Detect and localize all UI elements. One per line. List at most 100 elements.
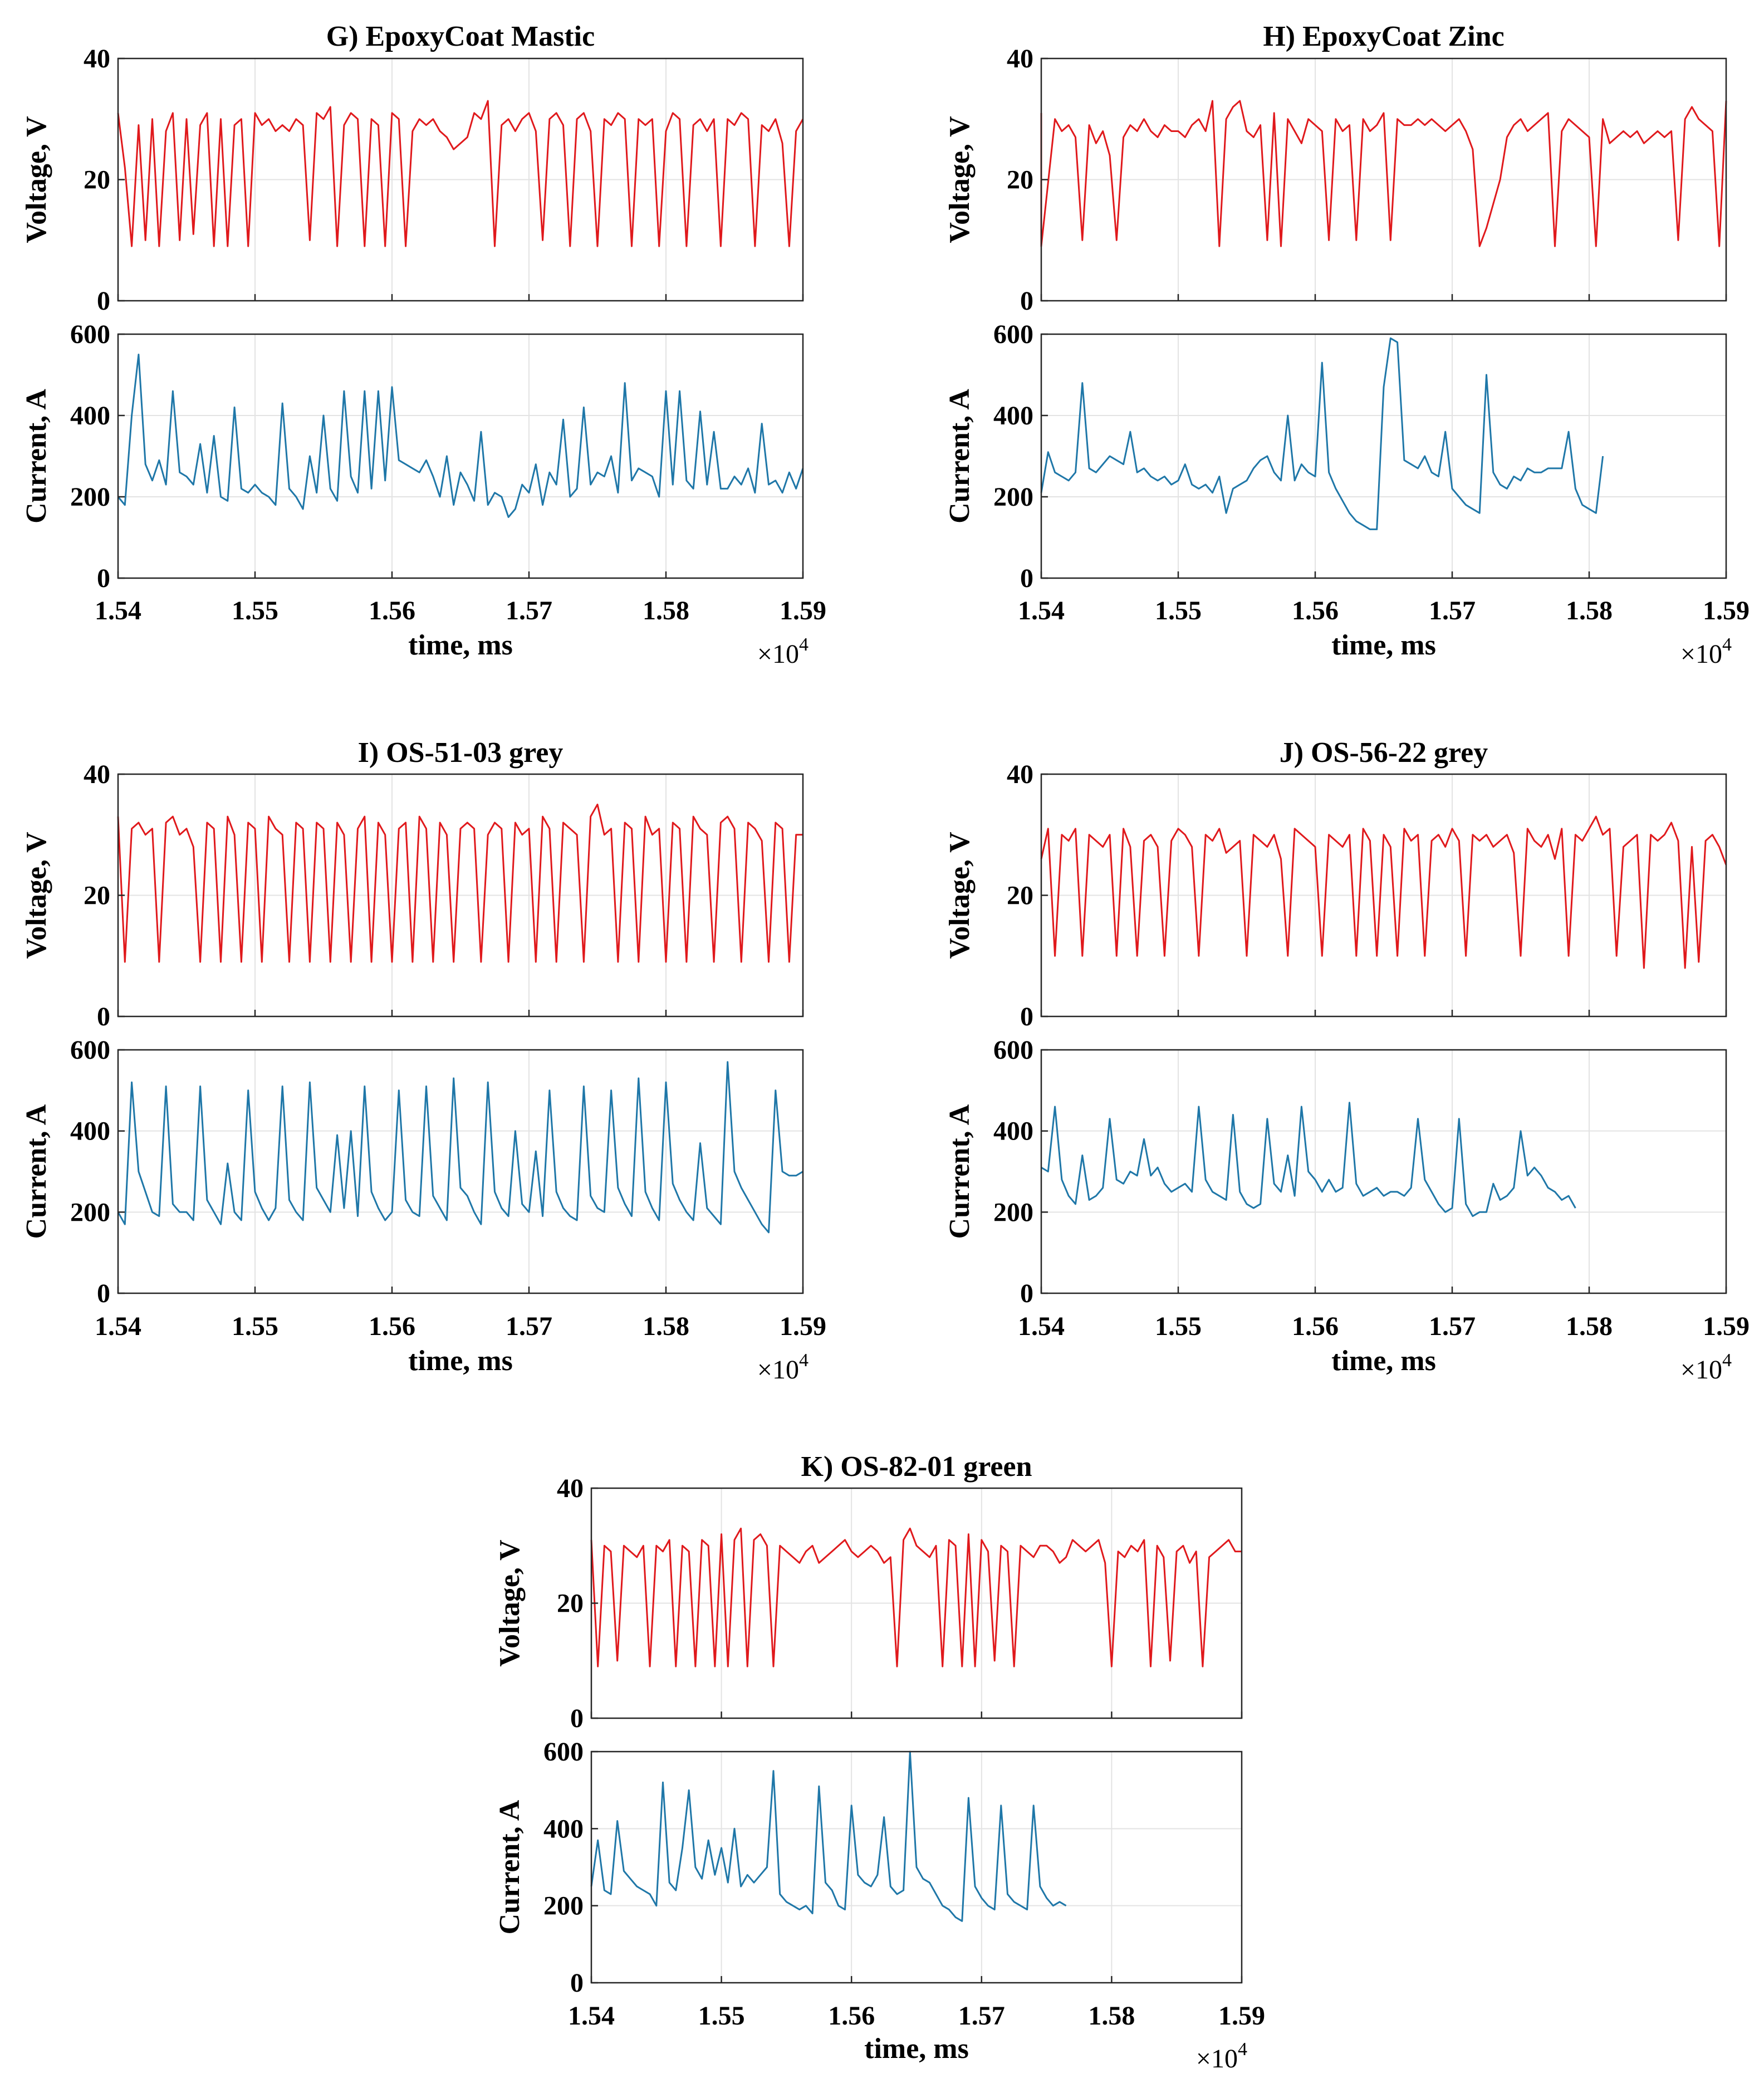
y-tick-label: 0 xyxy=(1020,1002,1033,1031)
x-tick-label: 1.58 xyxy=(643,596,689,625)
y-tick-label: 400 xyxy=(993,1117,1033,1146)
current-axes-box xyxy=(590,1750,1243,1984)
x-tick-label: 1.55 xyxy=(232,596,278,625)
x-tick-label: 1.57 xyxy=(958,2001,1005,2031)
x-axis-label: time, ms xyxy=(408,1345,513,1377)
x-tick-label: 1.59 xyxy=(1218,2001,1265,2031)
y-tick-label: 0 xyxy=(1020,1279,1033,1308)
y-tick-label: 400 xyxy=(70,1117,110,1146)
x-tick-label: 1.56 xyxy=(369,596,415,625)
current-series-line xyxy=(590,1750,1067,1922)
voltage-axis-label: Voltage, V xyxy=(494,1539,526,1666)
x-tick-label: 1.54 xyxy=(1018,596,1065,625)
x-tick-label: 1.54 xyxy=(95,1312,141,1341)
x-tick-label: 1.58 xyxy=(643,1312,689,1341)
y-tick-label: 20 xyxy=(1007,165,1033,195)
y-tick-label: 0 xyxy=(570,1704,584,1733)
y-tick-label: 400 xyxy=(543,1814,584,1844)
y-tick-label: 600 xyxy=(993,320,1033,349)
x-tick-label: 1.54 xyxy=(568,2001,615,2031)
x-tick-label: 1.58 xyxy=(1088,2001,1135,2031)
chart-title: K) OS-82-01 green xyxy=(801,1451,1032,1483)
voltage-panel: 0 20 40 Voltage, V xyxy=(944,44,1727,316)
chart-title: J) OS-56-22 grey xyxy=(1280,737,1488,769)
x-axis-multiplier: ×104 xyxy=(1680,634,1732,669)
current-axis-label: Current, A xyxy=(21,389,52,524)
y-tick-label: 400 xyxy=(70,401,110,431)
y-tick-label: 40 xyxy=(1007,760,1033,789)
x-multiplier-exponent: 4 xyxy=(1238,2039,1247,2060)
x-tick-label: 1.55 xyxy=(1155,596,1202,625)
x-tick-label: 1.56 xyxy=(1292,1312,1339,1341)
voltage-series-line xyxy=(1040,100,1727,247)
x-multiplier-base: ×10 xyxy=(1680,639,1722,669)
current-axis-label: Current, A xyxy=(944,389,976,524)
x-tick-label: 1.57 xyxy=(506,596,552,625)
current-axes-box xyxy=(1040,333,1727,579)
x-multiplier-exponent: 4 xyxy=(799,1350,808,1371)
y-tick-label: 40 xyxy=(1007,44,1033,74)
chart-title: H) EpoxyCoat Zinc xyxy=(1263,21,1504,52)
y-tick-label: 0 xyxy=(97,286,110,316)
y-tick-label: 200 xyxy=(543,1891,584,1921)
x-tick-label: 1.58 xyxy=(1566,1312,1613,1341)
x-axis-label: time, ms xyxy=(864,2033,969,2065)
y-tick-label: 200 xyxy=(70,1197,110,1227)
x-multiplier-exponent: 4 xyxy=(1722,634,1732,655)
voltage-series-line xyxy=(117,803,803,963)
x-multiplier-base: ×10 xyxy=(757,639,799,669)
x-axis-label: time, ms xyxy=(1331,1345,1436,1377)
y-tick-label: 200 xyxy=(993,1197,1033,1227)
voltage-series-line xyxy=(117,100,804,247)
chart-title: I) OS-51-03 grey xyxy=(358,737,564,769)
y-tick-label: 200 xyxy=(70,482,110,512)
current-panel: 0 200 400 600 Current, A 1.54 1.55 1.56 1.57 1.58… xyxy=(944,320,1750,625)
x-tick-label: 1.56 xyxy=(369,1312,415,1341)
voltage-panel: 0 20 40 Voltage, V xyxy=(944,760,1727,1031)
current-axes-box xyxy=(117,1049,804,1294)
chart-J: J) OS-56-22 grey 0 20 40 Voltage, V 0 200 400 60… xyxy=(944,737,1750,1385)
voltage-series-line xyxy=(590,1527,1242,1668)
x-tick-label: 1.54 xyxy=(1018,1312,1065,1341)
current-axes-box xyxy=(117,333,804,579)
x-tick-label: 1.55 xyxy=(1155,1312,1202,1341)
x-tick-label: 1.54 xyxy=(95,596,141,625)
current-series-line xyxy=(117,1061,803,1234)
y-tick-label: 200 xyxy=(993,482,1033,512)
voltage-axis-label: Voltage, V xyxy=(21,116,52,243)
y-tick-label: 400 xyxy=(993,401,1033,431)
current-panel: 0 200 400 600 Current, A 1.54 1.55 1.56 1.57 1.58… xyxy=(494,1737,1265,2031)
current-axis-label: Current, A xyxy=(944,1104,976,1239)
x-tick-label: 1.59 xyxy=(1703,1312,1750,1341)
chart-H: H) EpoxyCoat Zinc 0 20 40 Voltage, V 0 200 400 6… xyxy=(944,21,1750,669)
x-tick-label: 1.59 xyxy=(1703,596,1750,625)
y-tick-label: 0 xyxy=(97,1002,110,1031)
y-tick-label: 20 xyxy=(1007,881,1033,911)
current-axes-box xyxy=(1040,1049,1727,1294)
y-tick-label: 0 xyxy=(1020,286,1033,316)
current-series-line xyxy=(1040,337,1604,530)
x-tick-label: 1.55 xyxy=(232,1312,278,1341)
x-multiplier-base: ×10 xyxy=(757,1355,799,1385)
current-series-line xyxy=(117,354,804,518)
voltage-panel: 0 20 40 Voltage, V xyxy=(21,760,804,1031)
y-tick-label: 40 xyxy=(84,760,110,789)
y-tick-label: 40 xyxy=(557,1474,584,1503)
x-multiplier-exponent: 4 xyxy=(799,634,808,655)
x-tick-label: 1.57 xyxy=(1429,596,1476,625)
y-tick-label: 20 xyxy=(557,1589,584,1619)
y-tick-label: 600 xyxy=(543,1737,584,1767)
y-tick-label: 0 xyxy=(1020,564,1033,593)
x-multiplier-base: ×10 xyxy=(1196,2044,1238,2074)
voltage-axis-label: Voltage, V xyxy=(944,116,976,243)
current-panel: 0 200 400 600 Current, A 1.54 1.55 1.56 1.57 1.58… xyxy=(21,1035,826,1341)
current-axis-label: Current, A xyxy=(494,1800,526,1934)
x-tick-label: 1.57 xyxy=(1429,1312,1476,1341)
x-tick-label: 1.56 xyxy=(1292,596,1339,625)
y-tick-label: 0 xyxy=(97,564,110,593)
x-axis-multiplier: ×104 xyxy=(757,634,808,669)
chart-title: G) EpoxyCoat Mastic xyxy=(326,21,595,52)
